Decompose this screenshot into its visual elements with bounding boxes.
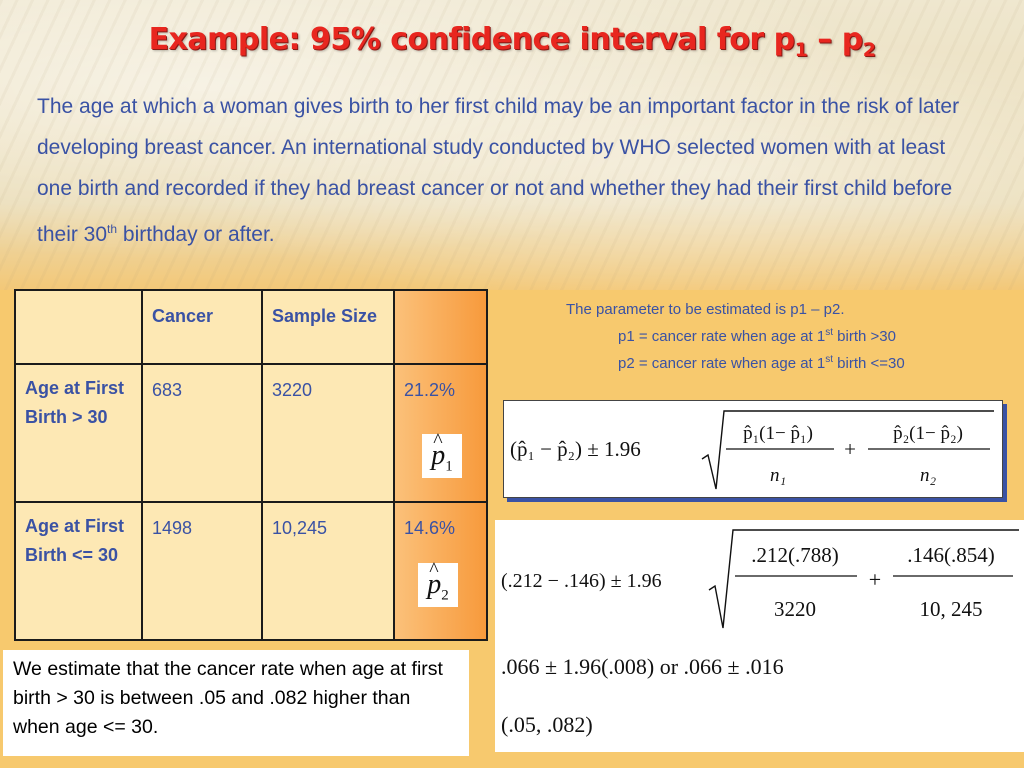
sqrt-radical [701, 410, 994, 490]
calculation: (.212 − .146) ± 1.96 .212(.788) 3220 + .… [501, 529, 1019, 737]
data-table: Cancer Sample Size Age at First Birth > … [14, 289, 488, 641]
calc-plus: + [869, 567, 881, 592]
formula-denominator-2: n₂ [920, 465, 937, 486]
table-row: Age at First Birth <= 30 1498 10,245 14.… [14, 501, 488, 641]
p-hat-2-symbol: p2 [418, 548, 458, 607]
header-background [0, 0, 1024, 290]
formula-left-term: (p̂₁ − p̂₂) ± 1.96 [510, 437, 641, 461]
parameter-p1-definition: p1 = cancer rate when age at 1st birth >… [618, 327, 896, 345]
parameter-p2-definition: p2 = cancer rate when age at 1st birth <… [618, 354, 905, 372]
table-header-row: Cancer Sample Size [14, 289, 488, 365]
formula-numerator-2: p̂₂(1− p̂₂) [893, 423, 963, 444]
formula-numerator-1: p̂₁(1− p̂₁) [743, 423, 813, 444]
table-row: Age at First Birth > 30 683 3220 21.2% [14, 363, 488, 503]
parameter-description: The parameter to be estimated is p1 – p2… [566, 298, 1016, 375]
header-cell-empty [14, 289, 143, 365]
calc-left-term: (.212 − .146) ± 1.96 [501, 570, 662, 592]
calculation-box: (.212 − .146) ± 1.96 .212(.788) 3220 + .… [495, 520, 1024, 752]
cell-sample-size: 3220 [261, 363, 395, 503]
header-cell-proportion [393, 289, 488, 365]
cell-cancer: 683 [141, 363, 263, 503]
formula-denominator-1: n₁ [770, 465, 786, 486]
row-label: Age at First Birth <= 30 [14, 501, 143, 641]
p-hat-1-symbol: p1 [422, 419, 462, 478]
ci-formula-box: (p̂₁ − p̂₂) ± 1.96 p̂₁(1− p̂₁) n₁ + p̂₂(… [503, 400, 1003, 498]
intro-paragraph: The age at which a woman gives birth to … [37, 95, 960, 246]
cell-sample-size: 10,245 [261, 501, 395, 641]
calc-numerator-1: .212(.788) [751, 543, 839, 567]
header-cell-sample-size: Sample Size [261, 289, 395, 365]
calc-result-line: .066 ± 1.96(.008) or .066 ± .016 [501, 654, 784, 679]
ci-formula: (p̂₁ − p̂₂) ± 1.96 p̂₁(1− p̂₁) n₁ + p̂₂(… [510, 410, 994, 490]
cell-cancer: 1498 [141, 501, 263, 641]
parameter-line: The parameter to be estimated is p1 – p2… [566, 301, 845, 318]
slide-title: Example: 95% confidence interval for p1 … [148, 22, 876, 61]
header-cell-cancer: Cancer [141, 289, 263, 365]
cell-proportion: 21.2% [393, 363, 488, 503]
calc-denominator-2: 10, 245 [920, 597, 983, 621]
calc-denominator-1: 3220 [774, 597, 816, 621]
formula-plus: + [844, 437, 856, 461]
calc-numerator-2: .146(.854) [907, 543, 995, 567]
calc-interval: (.05, .082) [501, 712, 593, 737]
calc-sqrt-radical [708, 529, 1019, 629]
conclusion-box: We estimate that the cancer rate when ag… [3, 650, 469, 756]
row-label: Age at First Birth > 30 [14, 363, 143, 503]
